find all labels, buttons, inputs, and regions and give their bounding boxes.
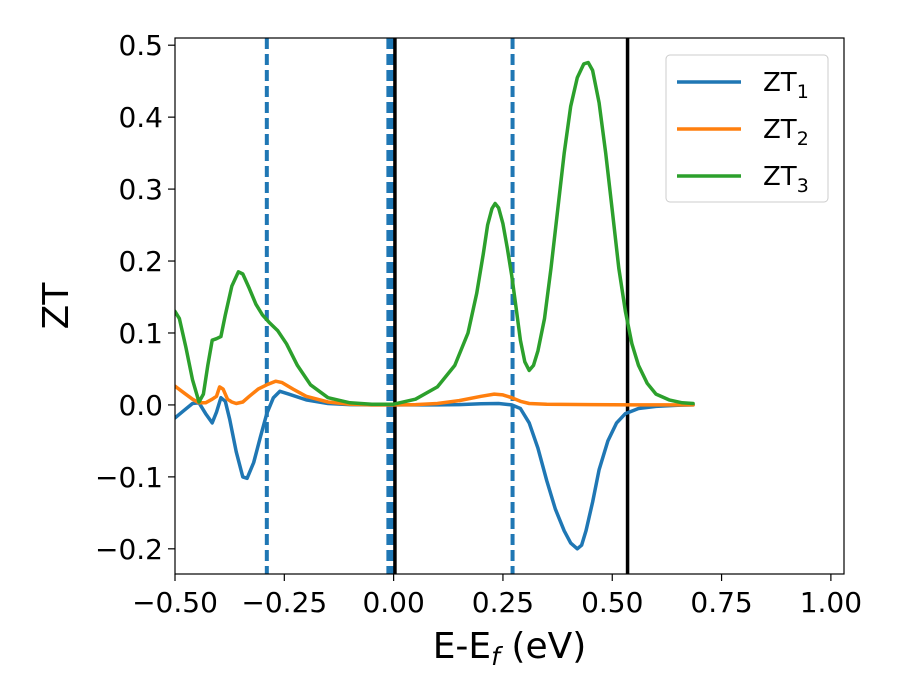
x-tick-label: 1.00 bbox=[800, 586, 862, 619]
x-axis-title: E-Ef (eV) bbox=[433, 626, 587, 671]
x-tick-label: 0.00 bbox=[362, 586, 424, 619]
legend-label: ZT3 bbox=[763, 162, 809, 197]
x-axis-ticks: −0.50 −0.25 0.00 0.25 0.50 0.75 1.00 bbox=[132, 574, 862, 619]
legend-label: ZT1 bbox=[763, 68, 809, 103]
series-line-zt3 bbox=[175, 60, 695, 406]
y-tick-label: −0.2 bbox=[95, 533, 163, 566]
legend-items: ZT1 ZT2 ZT3 bbox=[677, 68, 809, 197]
y-axis-title: ZT bbox=[36, 282, 77, 330]
y-tick-label: 0.0 bbox=[118, 389, 163, 422]
y-tick-label: 0.4 bbox=[118, 101, 163, 134]
plot-frame bbox=[174, 37, 845, 575]
legend-label: ZT2 bbox=[763, 115, 809, 150]
x-tick-label: −0.25 bbox=[241, 586, 327, 619]
series-line-zt1 bbox=[175, 389, 695, 551]
y-tick-label: 0.5 bbox=[118, 29, 163, 62]
vertical-reference-lines bbox=[264, 38, 630, 574]
series-lines bbox=[175, 60, 695, 551]
y-tick-label: 0.1 bbox=[118, 317, 163, 350]
x-tick-label: −0.50 bbox=[132, 586, 218, 619]
y-tick-label: 0.3 bbox=[118, 173, 163, 206]
y-axis-ticks: −0.2 −0.1 0.0 0.1 0.2 0.3 0.4 0.5 bbox=[95, 29, 175, 566]
legend: ZT1 ZT2 ZT3 bbox=[665, 54, 829, 203]
y-tick-label: −0.1 bbox=[95, 461, 163, 494]
x-tick-label: 0.25 bbox=[472, 586, 534, 619]
legend-box bbox=[665, 54, 829, 203]
y-tick-label: 0.2 bbox=[118, 245, 163, 278]
x-tick-label: 0.75 bbox=[690, 586, 752, 619]
series-line-zt2 bbox=[175, 379, 695, 407]
x-tick-label: 0.50 bbox=[581, 586, 643, 619]
